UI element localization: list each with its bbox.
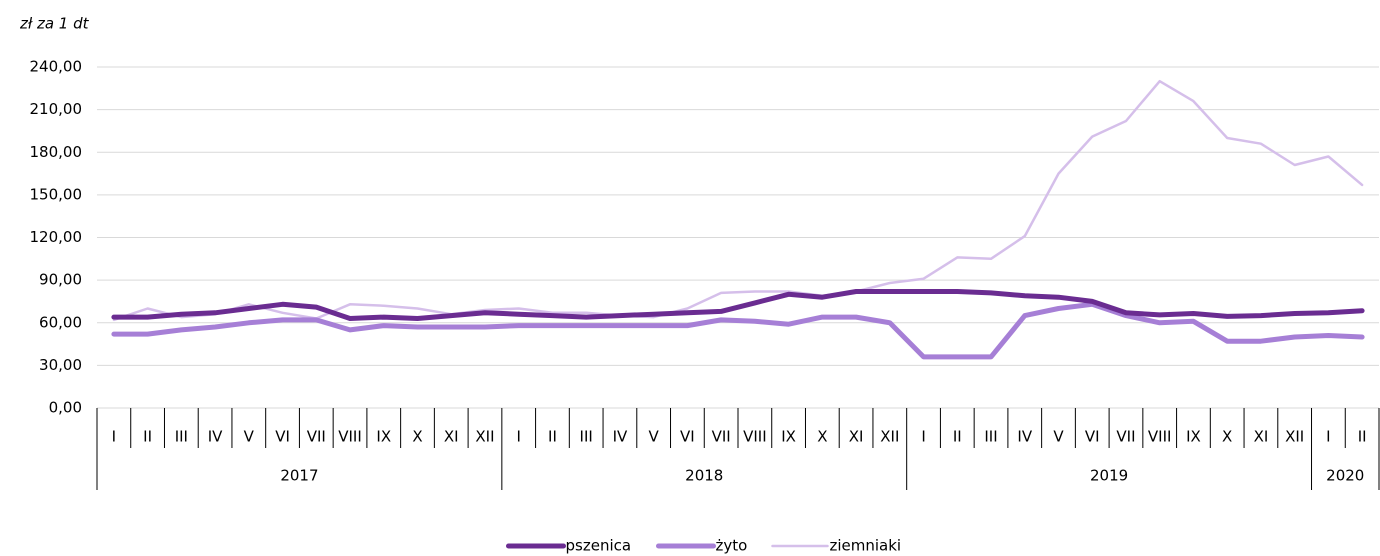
x-tick-label: VII	[1116, 428, 1135, 446]
x-tick-label: X	[1222, 428, 1232, 446]
y-tick-label: 210,00	[30, 100, 83, 118]
x-tick-label: IV	[208, 428, 223, 446]
x-tick-label: III	[984, 428, 997, 446]
x-tick-label: II	[953, 428, 962, 446]
x-tick-label: XII	[1285, 428, 1304, 446]
x-tick-label: I	[112, 428, 116, 446]
x-tick-label: I	[921, 428, 925, 446]
x-tick-label: V	[244, 428, 255, 446]
x-tick-label: III	[580, 428, 593, 446]
x-tick-label: XI	[849, 428, 864, 446]
year-label: 2019	[1090, 467, 1128, 485]
x-tick-label: VI	[1085, 428, 1100, 446]
y-tick-label: 0,00	[49, 399, 82, 417]
x-tick-label: I	[516, 428, 520, 446]
y-tick-label: 240,00	[30, 58, 83, 76]
x-tick-label: VIII	[1148, 428, 1172, 446]
x-tick-label: IX	[376, 428, 391, 446]
x-tick-label: VII	[307, 428, 326, 446]
x-tick-label: X	[412, 428, 422, 446]
x-tick-label: VI	[275, 428, 290, 446]
x-tick-label: II	[548, 428, 557, 446]
x-tick-label: V	[1053, 428, 1064, 446]
x-tick-label: VI	[680, 428, 695, 446]
x-tick-label: XII	[475, 428, 494, 446]
x-tick-label: XII	[880, 428, 899, 446]
y-tick-label: 90,00	[39, 271, 82, 289]
x-tick-label: III	[175, 428, 188, 446]
x-tick-label: IV	[613, 428, 628, 446]
series-line	[112, 79, 1364, 322]
x-tick-label: IV	[1017, 428, 1032, 446]
y-tick-label: 120,00	[30, 228, 83, 246]
series-line	[111, 301, 1365, 360]
x-tick-label: VIII	[338, 428, 362, 446]
x-tick-label: VIII	[743, 428, 767, 446]
legend-label: żyto	[716, 537, 748, 555]
legend-label: pszenica	[566, 537, 632, 555]
x-tick-label: VII	[712, 428, 731, 446]
x-tick-label: V	[649, 428, 660, 446]
year-label: 2017	[280, 467, 318, 485]
y-tick-label: 180,00	[30, 143, 83, 161]
year-label: 2018	[685, 467, 723, 485]
y-axis-label: zł za 1 dt	[19, 15, 90, 33]
y-tick-label: 30,00	[39, 356, 82, 374]
x-tick-label: XI	[1254, 428, 1269, 446]
x-tick-label: XI	[444, 428, 459, 446]
y-tick-label: 60,00	[39, 313, 82, 331]
legend-label: ziemniaki	[830, 537, 902, 555]
x-tick-label: II	[143, 428, 152, 446]
year-label: 2020	[1326, 467, 1364, 485]
x-tick-label: II	[1358, 428, 1367, 446]
x-tick-label: IX	[781, 428, 796, 446]
y-tick-label: 150,00	[30, 185, 83, 203]
series-line	[111, 289, 1365, 321]
x-tick-label: X	[817, 428, 827, 446]
x-tick-label: IX	[1186, 428, 1201, 446]
x-tick-label: I	[1326, 428, 1330, 446]
